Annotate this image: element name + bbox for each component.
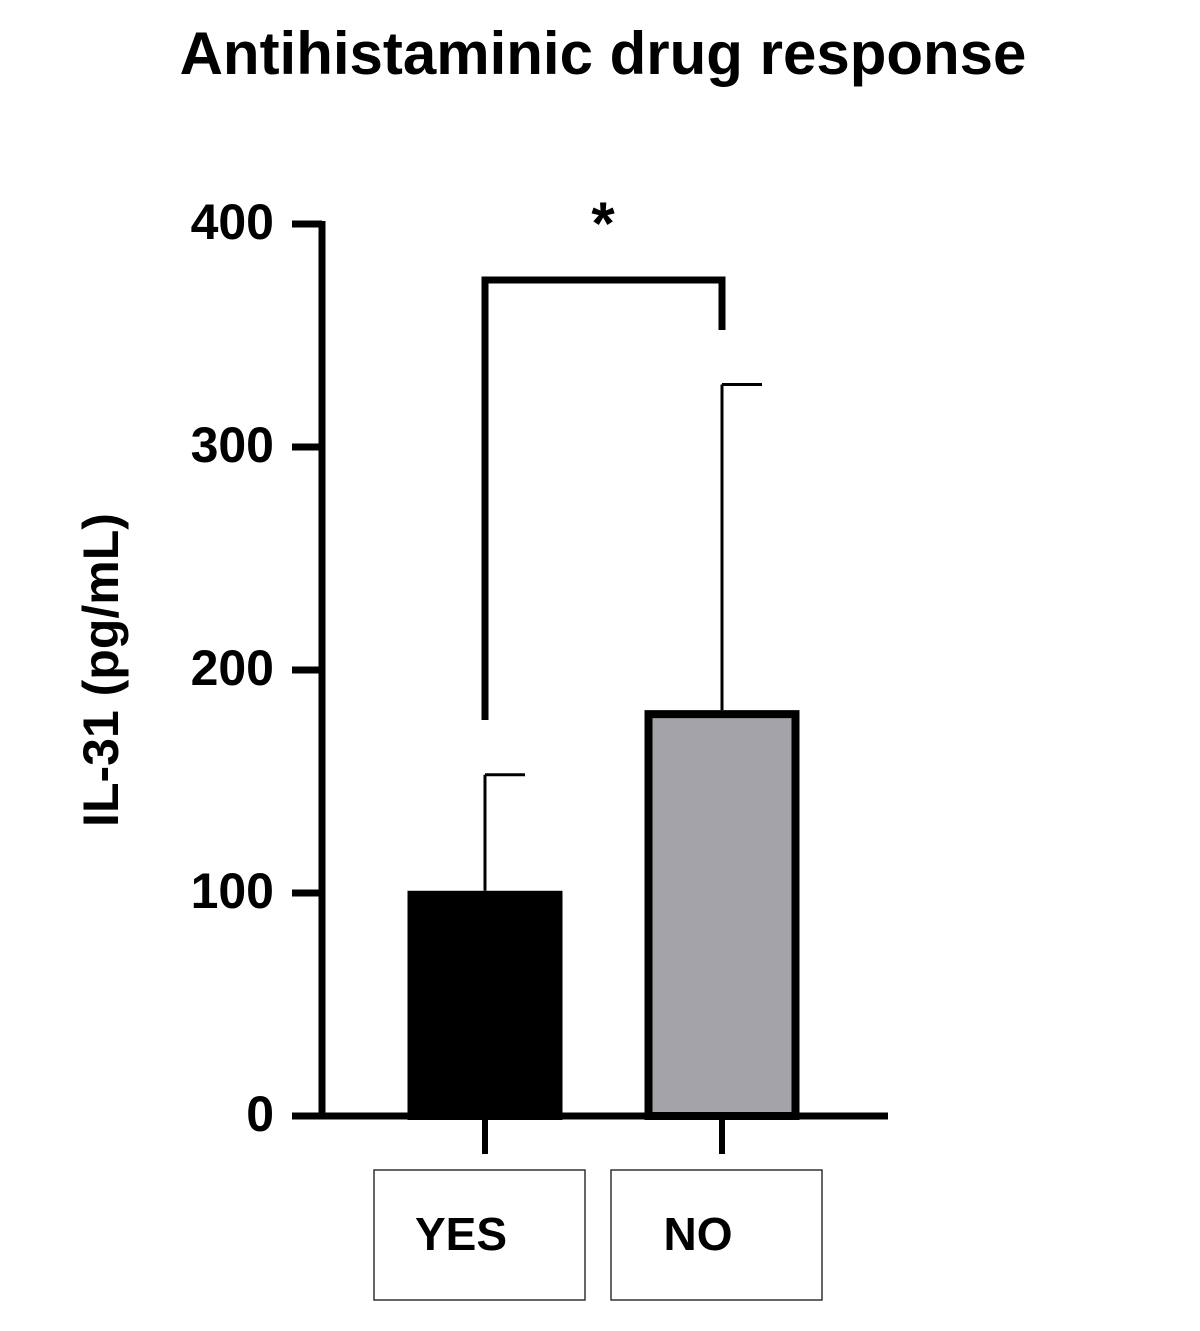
significance-label: * bbox=[591, 190, 615, 257]
y-tick-label: 400 bbox=[191, 194, 274, 250]
x-tick-label: NO bbox=[664, 1208, 733, 1260]
y-tick-label: 0 bbox=[246, 1086, 274, 1142]
category-box bbox=[610, 1169, 823, 1301]
category-box bbox=[373, 1169, 586, 1301]
y-tick-label: 200 bbox=[191, 640, 274, 696]
y-axis-label: IL-31 (pg/mL) bbox=[73, 513, 129, 827]
chart-title: Antihistaminic drug response bbox=[180, 20, 1027, 87]
significance-bracket bbox=[481, 276, 726, 720]
y-tick-label: 300 bbox=[191, 417, 274, 473]
x-tick-label: YES bbox=[415, 1208, 507, 1260]
bar bbox=[644, 710, 800, 1120]
bar bbox=[407, 890, 563, 1121]
y-tick-label: 100 bbox=[191, 863, 274, 919]
